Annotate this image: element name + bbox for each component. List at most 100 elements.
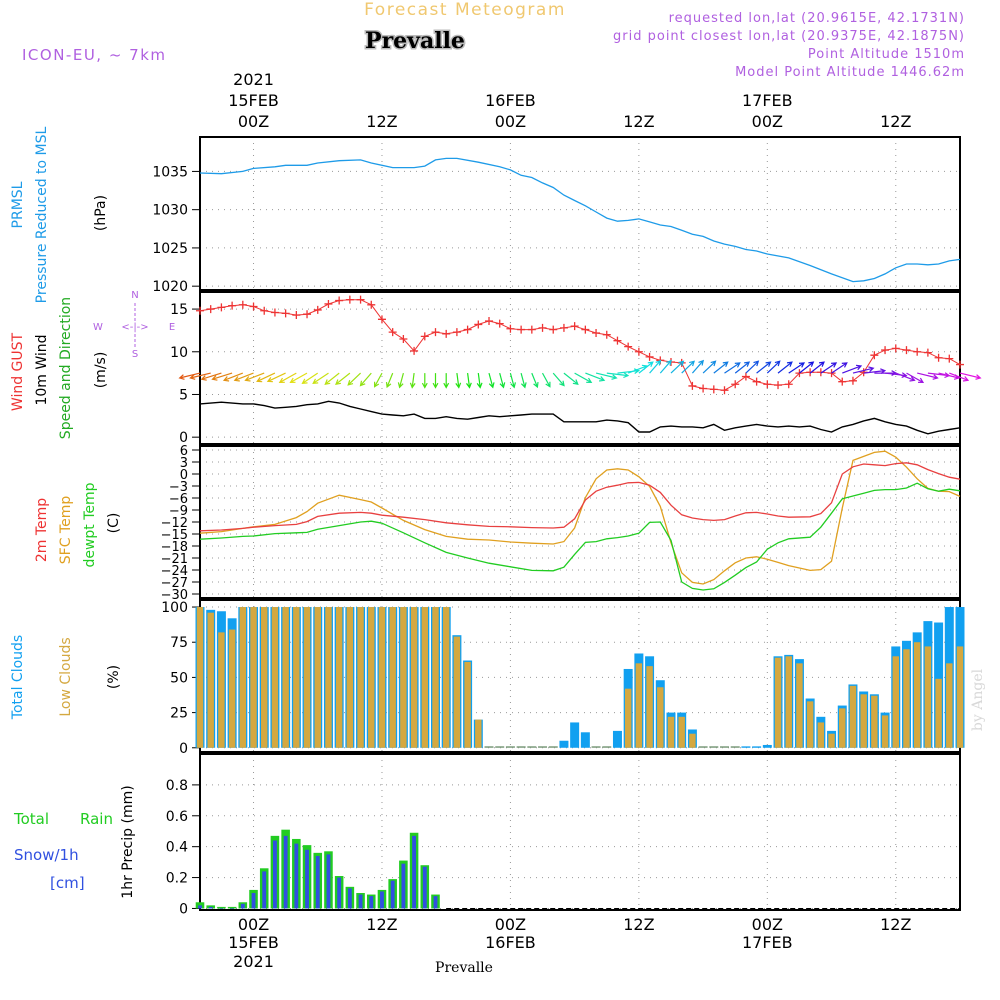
bottom-time-label: 12Z bbox=[880, 915, 911, 934]
low-cloud-bar bbox=[903, 649, 910, 748]
panel-frame bbox=[199, 136, 961, 291]
gust-marker bbox=[581, 325, 590, 334]
snow-bar bbox=[230, 908, 235, 909]
low-cloud-bar bbox=[774, 657, 782, 748]
total-cloud-bar bbox=[580, 732, 590, 748]
y-tick-label: −9 bbox=[169, 504, 188, 519]
wind-arrow bbox=[178, 372, 201, 380]
gust-marker bbox=[238, 300, 247, 309]
y-tick-label: 0 bbox=[179, 430, 188, 446]
y-tick-label: −3 bbox=[169, 480, 188, 495]
top-time-label: 00Z bbox=[238, 112, 269, 131]
bottom-time-label: 00Z bbox=[495, 915, 526, 934]
low-cloud-bar bbox=[624, 688, 632, 748]
dewpt-label: dewpt Temp bbox=[82, 482, 98, 567]
y-tick-label: 0 bbox=[179, 741, 188, 757]
wind-arrow bbox=[466, 373, 472, 389]
gust-marker bbox=[281, 309, 290, 318]
wind-arrow bbox=[681, 360, 695, 374]
low-cloud-bar bbox=[935, 678, 942, 748]
gust-marker bbox=[634, 347, 643, 356]
low-cloud-bar bbox=[389, 607, 396, 748]
wind-arrow bbox=[820, 362, 838, 374]
gridpoint-coords: grid point closest lon,lat (20.9375E, 42… bbox=[613, 29, 965, 44]
y-tick-label: 25 bbox=[170, 706, 188, 722]
bottom-time-label: 16FEB bbox=[485, 933, 536, 952]
wind-arrow bbox=[531, 372, 539, 389]
total-cloud-bar bbox=[570, 722, 580, 748]
bottom-time-label: 15FEB bbox=[228, 933, 279, 952]
snow-bar bbox=[380, 891, 384, 909]
wind-arrow bbox=[499, 372, 506, 389]
panels: 1020102510301035051015−30−27−24−21−18−15… bbox=[152, 136, 982, 917]
gust-marker bbox=[592, 328, 601, 337]
wind-arrow bbox=[702, 360, 717, 374]
wind-speed-line bbox=[199, 400, 961, 435]
top-time-label: 00Z bbox=[752, 112, 783, 131]
gust-marker bbox=[699, 384, 708, 393]
wind-arrow bbox=[374, 372, 383, 388]
snow-bar bbox=[305, 849, 309, 909]
gust-marker bbox=[420, 332, 429, 341]
wind-arrow bbox=[520, 372, 527, 389]
gust-marker bbox=[270, 308, 279, 317]
wind-arrow bbox=[724, 362, 741, 374]
sfc-temp-label: SFC Temp bbox=[58, 496, 74, 565]
gust-marker bbox=[774, 381, 783, 390]
low-cloud-bar bbox=[849, 685, 857, 748]
wind-arrow bbox=[595, 372, 618, 380]
wind-arrow bbox=[777, 361, 793, 374]
top-time-label: 2021 bbox=[233, 70, 274, 89]
snow-bar bbox=[390, 880, 395, 909]
gust-marker bbox=[784, 380, 793, 389]
low-cloud-bar bbox=[839, 708, 846, 748]
gust-marker bbox=[442, 329, 451, 338]
prmsl-label: PRMSL bbox=[10, 181, 26, 228]
gust-marker bbox=[410, 346, 419, 355]
low-cloud-bar bbox=[368, 607, 375, 748]
top-time-label: 12Z bbox=[623, 112, 654, 131]
gust-marker bbox=[303, 310, 312, 319]
temp2m-label: 2m Temp bbox=[34, 498, 50, 562]
snow-bar bbox=[315, 855, 320, 909]
low-cloud-bar bbox=[785, 656, 792, 748]
compass-e: E bbox=[169, 322, 175, 333]
gust-marker bbox=[217, 303, 226, 312]
low-cloud-bar bbox=[239, 607, 247, 748]
wind-arrow bbox=[574, 372, 593, 384]
low-cloud-bar bbox=[892, 656, 899, 748]
pressure-panel: 1020 1025 1030 1035 bbox=[152, 136, 961, 295]
gust-marker bbox=[891, 344, 900, 353]
gust-marker bbox=[913, 347, 922, 356]
compass-arrow: <-|-> bbox=[121, 322, 148, 333]
snow-bar bbox=[422, 866, 427, 909]
gust-marker bbox=[816, 368, 825, 377]
wind-arrow bbox=[799, 361, 815, 374]
model-label: ICON-EU, ~ 7km bbox=[22, 46, 167, 64]
wind-arrow bbox=[443, 373, 450, 389]
wind-arrow bbox=[638, 361, 654, 374]
panel-frame bbox=[199, 753, 961, 911]
low-cloud-bar bbox=[871, 695, 878, 748]
wind-arrow bbox=[385, 372, 394, 389]
snow-bar bbox=[251, 893, 256, 909]
dewpt-line bbox=[199, 482, 961, 591]
low-cloud-bar bbox=[346, 607, 354, 748]
gust-marker bbox=[495, 319, 504, 328]
low-cloud-bar bbox=[261, 607, 268, 748]
wind-arrow bbox=[552, 372, 565, 387]
gust-marker bbox=[260, 306, 269, 315]
gust-marker bbox=[292, 311, 301, 320]
snow-bar bbox=[262, 871, 267, 909]
gust-marker bbox=[367, 300, 376, 309]
gust-marker bbox=[517, 325, 526, 334]
gust-marker bbox=[431, 328, 440, 337]
wind-arrow bbox=[200, 372, 222, 381]
wind-gust-label: Wind GUST bbox=[10, 332, 26, 411]
y-tick-label: 1020 bbox=[152, 279, 188, 295]
gust-marker bbox=[838, 377, 847, 386]
pressure-unit: (hPa) bbox=[93, 195, 109, 231]
gust-marker bbox=[345, 295, 354, 304]
